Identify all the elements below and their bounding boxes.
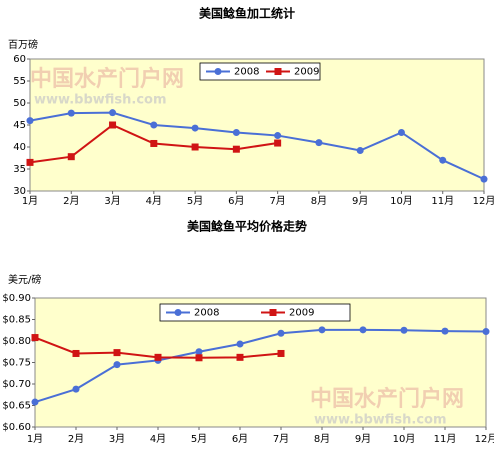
legend-box bbox=[159, 303, 351, 322]
point bbox=[277, 349, 285, 357]
point bbox=[195, 348, 203, 356]
watermark: 中国水产门户网 bbox=[310, 386, 464, 412]
legend-marker bbox=[214, 68, 222, 75]
y-tick-label: 60 bbox=[13, 54, 26, 65]
y-tick-label: 35 bbox=[13, 164, 26, 175]
point bbox=[26, 117, 34, 125]
x-tick-label: 2月 bbox=[63, 195, 79, 207]
legend-marker bbox=[174, 309, 182, 316]
series-line bbox=[29, 111, 485, 181]
legend-label: 2009 bbox=[294, 67, 319, 78]
y-tick-label: 55 bbox=[13, 76, 26, 87]
point bbox=[277, 329, 285, 337]
point bbox=[113, 361, 121, 369]
point bbox=[236, 353, 244, 361]
point bbox=[26, 158, 34, 166]
point bbox=[356, 147, 364, 155]
point bbox=[397, 128, 405, 136]
x-tick-label: 7月 bbox=[273, 433, 289, 445]
point bbox=[441, 327, 449, 335]
legend-label: 2008 bbox=[234, 67, 259, 78]
point bbox=[195, 354, 203, 362]
watermark: www.bbwfish.com bbox=[314, 413, 447, 428]
point bbox=[274, 139, 282, 147]
point bbox=[191, 124, 199, 132]
y-tick-label: 40 bbox=[13, 142, 26, 153]
y-axis-label: 美元/磅 bbox=[8, 273, 41, 286]
x-tick-label: 11月 bbox=[434, 433, 457, 445]
legend-box bbox=[199, 62, 321, 81]
x-tick-label: 4月 bbox=[146, 195, 162, 207]
x-tick-label: 5月 bbox=[187, 195, 203, 207]
x-tick-label: 5月 bbox=[191, 433, 207, 445]
point bbox=[439, 156, 447, 164]
watermark: www.bbwfish.com bbox=[34, 93, 167, 108]
x-tick-label: 1月 bbox=[22, 195, 38, 207]
x-tick-label: 3月 bbox=[104, 195, 120, 207]
plot-area bbox=[29, 58, 485, 192]
x-tick-label: 7月 bbox=[269, 195, 285, 207]
point bbox=[236, 340, 244, 348]
y-tick-label: $0.80 bbox=[2, 336, 31, 347]
x-tick-label: 2月 bbox=[68, 433, 84, 445]
legend-label: 2008 bbox=[194, 308, 219, 319]
x-tick-label: 4月 bbox=[150, 433, 166, 445]
point bbox=[31, 334, 39, 342]
point bbox=[72, 385, 80, 393]
point bbox=[31, 398, 39, 406]
y-tick-label: 45 bbox=[13, 120, 26, 131]
watermark: 中国水产门户网 bbox=[30, 66, 184, 92]
y-tick-label: $0.90 bbox=[2, 293, 31, 304]
y-tick-label: $0.70 bbox=[2, 379, 31, 390]
legend-marker bbox=[274, 68, 282, 75]
point bbox=[359, 326, 367, 334]
x-tick-label: 11月 bbox=[431, 195, 454, 207]
x-tick-label: 3月 bbox=[109, 433, 125, 445]
y-tick-label: 50 bbox=[13, 98, 26, 109]
y-tick-label: 30 bbox=[13, 186, 26, 197]
chart-title: 美国鲶鱼平均价格走势 bbox=[187, 219, 307, 234]
point bbox=[232, 128, 240, 136]
x-tick-label: 12月 bbox=[475, 433, 494, 445]
y-tick-label: $0.60 bbox=[2, 422, 31, 433]
point bbox=[150, 121, 158, 129]
point bbox=[400, 326, 408, 334]
point bbox=[482, 328, 490, 336]
series-line bbox=[34, 328, 487, 404]
x-tick-label: 1月 bbox=[27, 433, 43, 445]
x-tick-label: 9月 bbox=[352, 195, 368, 207]
point bbox=[109, 121, 117, 129]
point bbox=[72, 349, 80, 357]
x-tick-label: 9月 bbox=[355, 433, 371, 445]
legend-label: 2009 bbox=[289, 308, 314, 319]
y-tick-label: $0.65 bbox=[2, 401, 31, 412]
point bbox=[318, 326, 326, 334]
x-tick-label: 6月 bbox=[228, 195, 244, 207]
x-tick-label: 12月 bbox=[473, 195, 494, 207]
point bbox=[150, 139, 158, 147]
y-axis-label: 百万磅 bbox=[8, 38, 38, 51]
point bbox=[480, 175, 488, 183]
x-tick-label: 6月 bbox=[232, 433, 248, 445]
y-tick-label: $0.75 bbox=[2, 358, 31, 369]
chart-title: 美国鲶鱼加工统计 bbox=[199, 6, 295, 21]
point bbox=[232, 145, 240, 153]
point bbox=[274, 132, 282, 140]
x-tick-label: 8月 bbox=[314, 433, 330, 445]
point bbox=[154, 353, 162, 361]
x-tick-label: 10月 bbox=[393, 433, 416, 445]
point bbox=[67, 153, 75, 161]
point bbox=[109, 109, 117, 117]
legend-marker bbox=[269, 309, 277, 316]
point bbox=[315, 139, 323, 147]
x-tick-label: 10月 bbox=[390, 195, 413, 207]
point bbox=[113, 349, 121, 357]
y-tick-label: $0.85 bbox=[2, 315, 31, 326]
x-tick-label: 8月 bbox=[311, 195, 327, 207]
point bbox=[67, 109, 75, 117]
point bbox=[191, 143, 199, 151]
